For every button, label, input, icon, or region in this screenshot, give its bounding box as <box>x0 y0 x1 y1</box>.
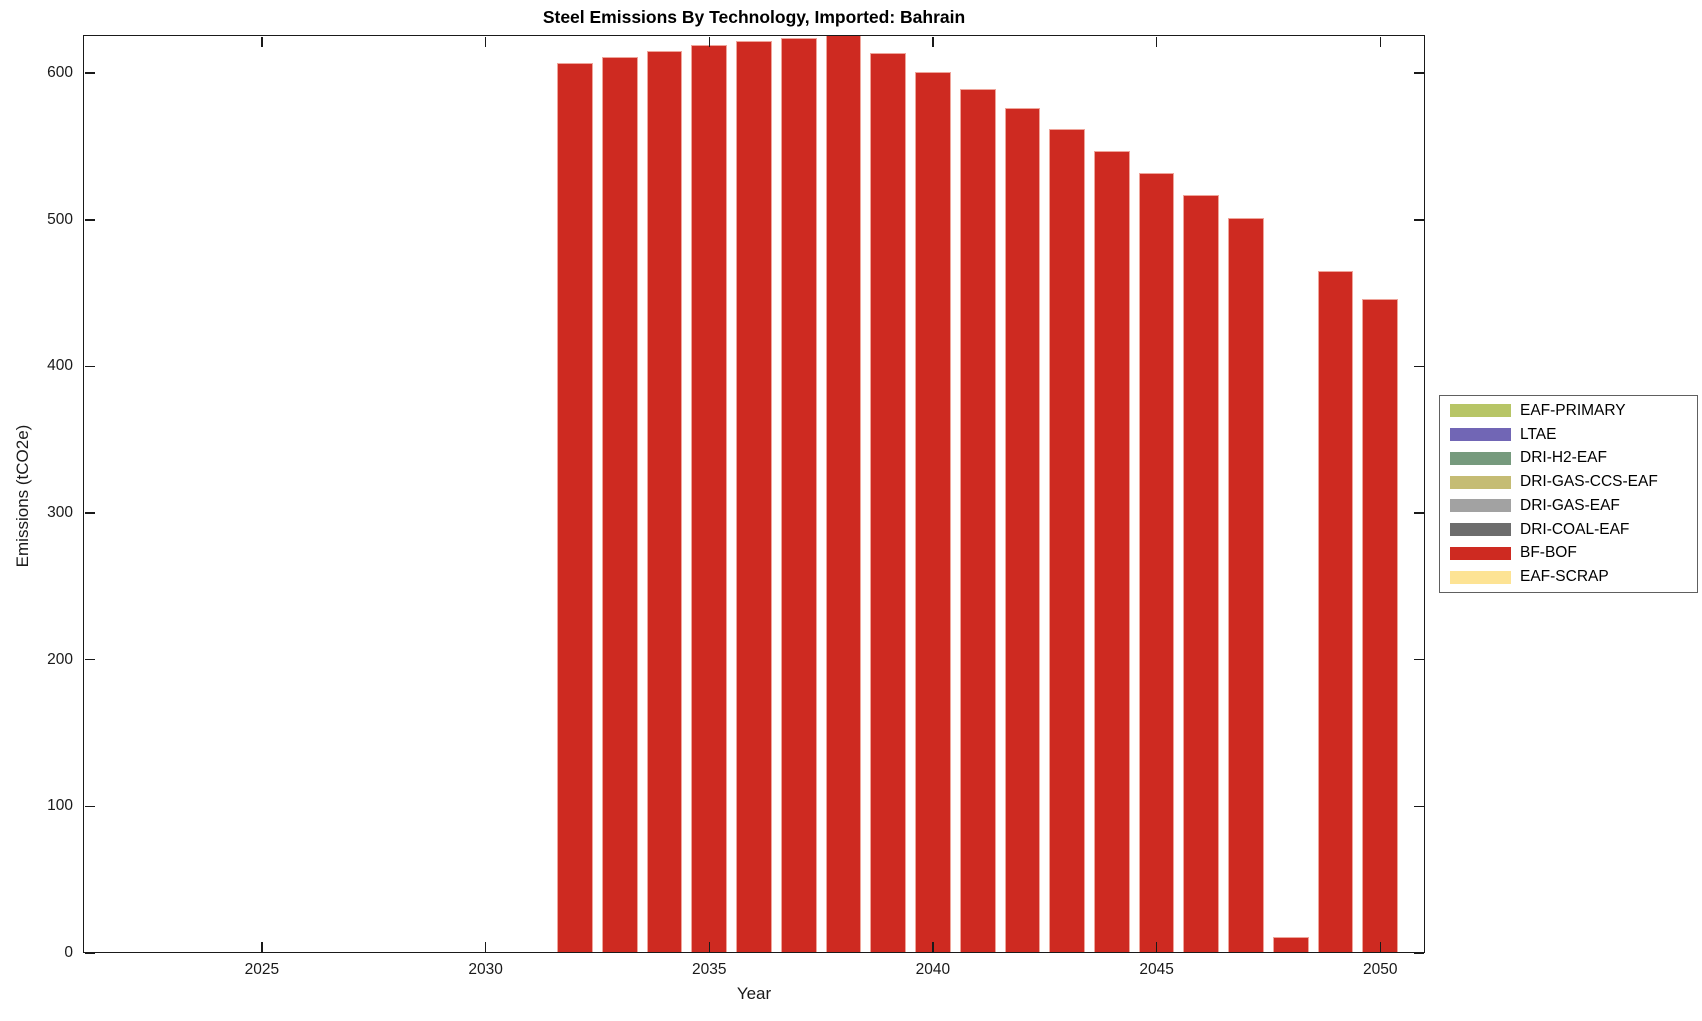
legend-swatch-dri-coal-eaf <box>1450 523 1511 537</box>
legend-label-dri-gas-eaf: DRI-GAS-EAF <box>1520 496 1620 514</box>
x-tick-bottom-2030 <box>484 941 487 952</box>
bar-bf-bof-2038 <box>825 35 862 953</box>
bar-bf-bof-2046 <box>1183 194 1220 953</box>
legend-label-dri-h2-eaf: DRI-H2-EAF <box>1520 449 1607 467</box>
y-tick-left-400 <box>84 365 95 368</box>
x-tick-label-2045: 2045 <box>1139 961 1174 978</box>
x-tick-label-2025: 2025 <box>244 961 280 978</box>
legend-swatch-dri-h2-eaf <box>1450 451 1511 465</box>
y-tick-left-200 <box>84 658 95 661</box>
bar-bf-bof-2044 <box>1093 150 1130 953</box>
chart-title: Steel Emissions By Technology, Imported:… <box>542 7 966 27</box>
bar-bf-bof-2032 <box>557 62 593 953</box>
y-tick-label-500: 500 <box>47 210 73 228</box>
bar-bf-bof-2034 <box>646 51 683 953</box>
x-tick-top-2040 <box>932 36 934 47</box>
legend-label-eaf-primary: EAF-PRIMARY <box>1520 401 1626 419</box>
legend-label-ltae: LTAE <box>1520 425 1557 443</box>
x-tick-bottom-2035 <box>708 941 711 952</box>
legend-entry-dri-h2-eaf: DRI-H2-EAF <box>1440 447 1697 471</box>
y-tick-right-0 <box>1413 952 1424 954</box>
legend-swatch-eaf-primary <box>1450 404 1511 418</box>
plot-area <box>83 35 1425 953</box>
x-axis-label: Year <box>736 984 772 1003</box>
x-tick-top-2025 <box>261 36 263 47</box>
bar-bf-bof-2045 <box>1138 172 1175 953</box>
bar-bf-bof-2048 <box>1272 936 1309 953</box>
x-tick-bottom-2040 <box>932 941 934 952</box>
legend-swatch-ltae <box>1450 428 1511 442</box>
y-tick-left-300 <box>84 512 95 514</box>
legend-entry-bf-bof: BF-BOF <box>1440 542 1697 566</box>
legend-entry-eaf-scrap: EAF-SCRAP <box>1440 565 1697 589</box>
bar-bf-bof-2050 <box>1362 298 1399 953</box>
y-tick-left-100 <box>84 805 95 808</box>
bar-bf-bof-2042 <box>1004 108 1041 953</box>
legend-entry-dri-gas-eaf: DRI-GAS-EAF <box>1440 494 1697 518</box>
x-tick-label-2040: 2040 <box>915 961 951 978</box>
x-tick-top-2035 <box>708 36 711 47</box>
legend-swatch-dri-gas-ccs-eaf <box>1450 475 1511 489</box>
legend-entry-eaf-primary: EAF-PRIMARY <box>1440 399 1697 423</box>
bar-bf-bof-2037 <box>780 37 817 953</box>
x-tick-top-2030 <box>484 36 487 47</box>
bar-bf-bof-2039 <box>870 52 907 953</box>
legend-label-eaf-scrap: EAF-SCRAP <box>1520 568 1609 586</box>
y-tick-right-600 <box>1413 72 1424 74</box>
x-tick-bottom-2050 <box>1379 941 1382 952</box>
y-tick-right-500 <box>1413 219 1424 221</box>
bar-bf-bof-2035 <box>691 45 728 953</box>
x-tick-bottom-2025 <box>261 941 263 952</box>
bar-bf-bof-2036 <box>736 40 772 953</box>
y-tick-right-200 <box>1413 658 1424 661</box>
y-tick-left-0 <box>84 952 95 954</box>
legend-label-dri-gas-ccs-eaf: DRI-GAS-CCS-EAF <box>1520 473 1658 491</box>
y-axis-label: Emissions (tCO2e) <box>13 424 32 568</box>
y-tick-left-600 <box>84 72 95 74</box>
bar-bf-bof-2043 <box>1049 128 1086 953</box>
x-tick-top-2045 <box>1155 36 1158 47</box>
legend: EAF-PRIMARY LTAE DRI-H2-EAF DRI-GAS-CCS-EAF… <box>1439 395 1698 593</box>
y-tick-label-300: 300 <box>47 504 73 522</box>
y-tick-right-300 <box>1413 512 1424 514</box>
x-tick-label-2030: 2030 <box>468 961 503 978</box>
legend-swatch-eaf-scrap <box>1450 570 1511 584</box>
legend-label-bf-bof: BF-BOF <box>1520 544 1577 562</box>
legend-label-dri-coal-eaf: DRI-COAL-EAF <box>1520 520 1630 538</box>
y-tick-left-500 <box>84 219 95 221</box>
x-tick-label-2050: 2050 <box>1363 961 1398 978</box>
bar-bf-bof-2033 <box>601 56 638 953</box>
legend-swatch-bf-bof <box>1450 546 1511 560</box>
legend-swatch-dri-gas-eaf <box>1450 499 1511 513</box>
bar-bf-bof-2041 <box>959 89 996 953</box>
x-tick-top-2050 <box>1379 36 1382 47</box>
bar-bf-bof-2040 <box>915 71 951 953</box>
y-tick-label-100: 100 <box>47 797 73 815</box>
legend-entry-dri-gas-ccs-eaf: DRI-GAS-CCS-EAF <box>1440 470 1697 494</box>
y-tick-right-400 <box>1413 365 1424 368</box>
x-tick-label-2035: 2035 <box>692 961 727 978</box>
y-tick-label-600: 600 <box>47 64 73 82</box>
bar-bf-bof-2047 <box>1228 218 1264 953</box>
y-tick-label-200: 200 <box>47 650 73 668</box>
y-tick-right-100 <box>1413 805 1424 808</box>
y-tick-label-400: 400 <box>47 357 73 375</box>
bar-bf-bof-2049 <box>1317 271 1354 953</box>
legend-entry-ltae: LTAE <box>1440 423 1697 447</box>
x-tick-bottom-2045 <box>1155 941 1158 952</box>
y-tick-label-0: 0 <box>64 944 73 961</box>
legend-entry-dri-coal-eaf: DRI-COAL-EAF <box>1440 518 1697 542</box>
